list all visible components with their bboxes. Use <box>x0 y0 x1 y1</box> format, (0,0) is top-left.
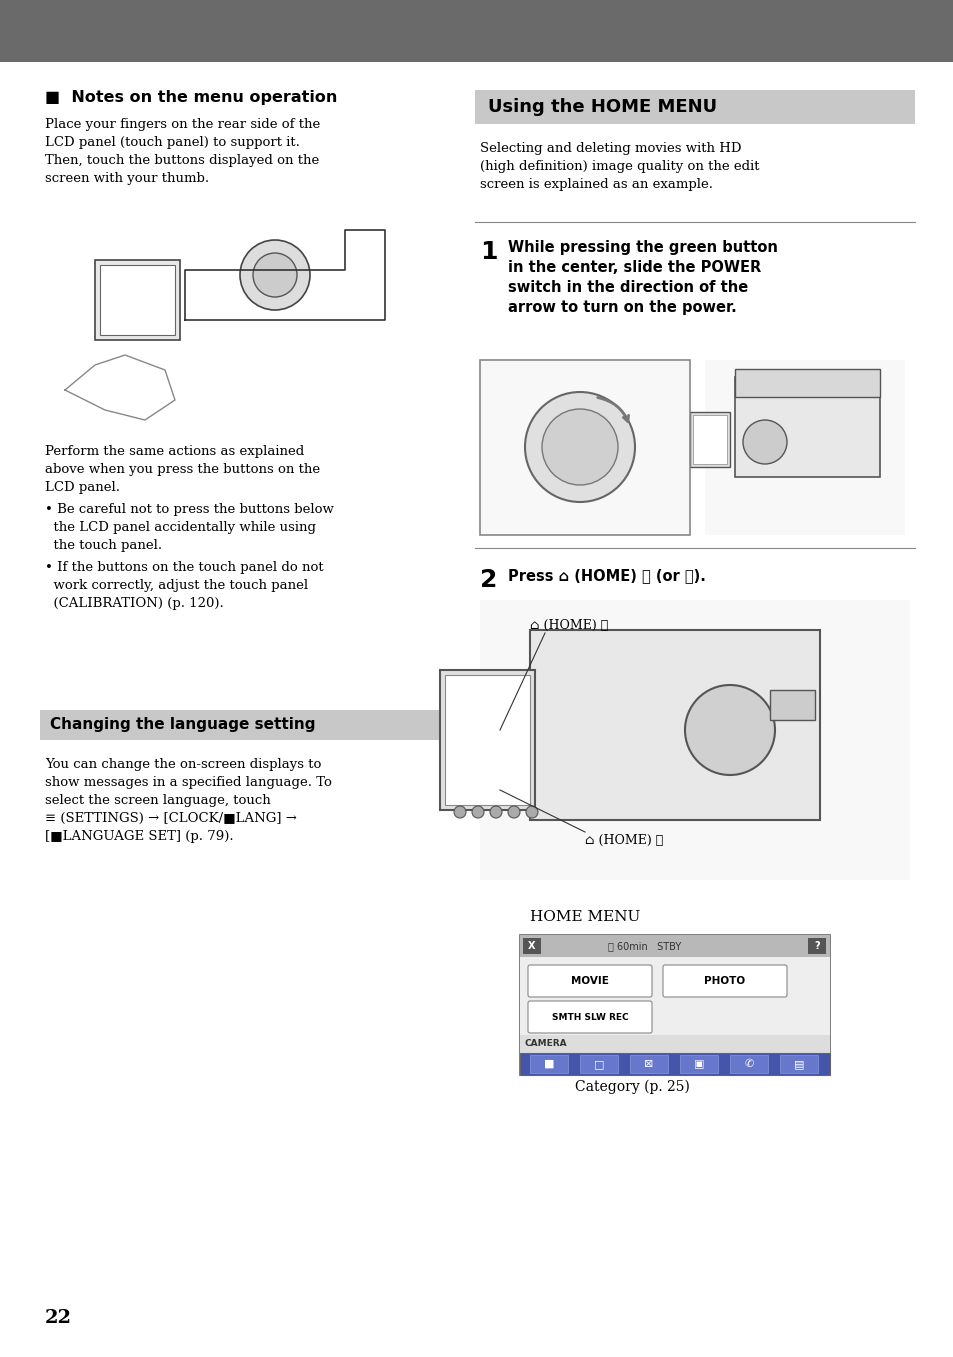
Circle shape <box>507 806 519 818</box>
Text: Selecting and deleting movies with HD: Selecting and deleting movies with HD <box>479 142 740 155</box>
Text: PHOTO: PHOTO <box>703 976 745 987</box>
Bar <box>807 938 825 954</box>
Text: Press ⌂ (HOME) Ⓐ (or Ⓑ).: Press ⌂ (HOME) Ⓐ (or Ⓑ). <box>507 569 705 584</box>
Text: select the screen language, touch: select the screen language, touch <box>45 794 271 807</box>
Text: LCD panel.: LCD panel. <box>45 480 120 494</box>
Text: ■  Notes on the menu operation: ■ Notes on the menu operation <box>45 90 337 104</box>
Text: Category (p. 25): Category (p. 25) <box>575 1080 689 1094</box>
Text: Changing the language setting: Changing the language setting <box>50 718 315 733</box>
Text: You can change the on-screen displays to: You can change the on-screen displays to <box>45 759 321 771</box>
Text: ■: ■ <box>543 1058 554 1069</box>
Text: Place your fingers on the rear side of the: Place your fingers on the rear side of t… <box>45 118 320 132</box>
Circle shape <box>524 392 635 502</box>
Text: above when you press the buttons on the: above when you press the buttons on the <box>45 463 320 476</box>
Text: (high definition) image quality on the edit: (high definition) image quality on the e… <box>479 160 759 172</box>
Text: ▤: ▤ <box>793 1058 803 1069</box>
FancyBboxPatch shape <box>527 965 651 997</box>
Circle shape <box>454 806 465 818</box>
Text: • If the buttons on the touch panel do not: • If the buttons on the touch panel do n… <box>45 560 323 574</box>
Bar <box>519 935 829 1075</box>
Bar <box>519 1053 829 1075</box>
Bar <box>679 1054 718 1073</box>
Text: •: • <box>580 451 585 460</box>
Circle shape <box>253 252 296 297</box>
Text: 1: 1 <box>479 240 497 265</box>
Text: LCD panel (touch panel) to support it.: LCD panel (touch panel) to support it. <box>45 136 299 149</box>
Text: X: X <box>528 940 536 951</box>
Bar <box>479 360 689 535</box>
Text: ≡ (SETTINGS) → [CLOCK/■LANG] →: ≡ (SETTINGS) → [CLOCK/■LANG] → <box>45 811 296 825</box>
Text: Then, touch the buttons displayed on the: Then, touch the buttons displayed on the <box>45 153 319 167</box>
Bar <box>704 360 904 535</box>
Text: arrow to turn on the power.: arrow to turn on the power. <box>507 300 736 315</box>
Text: While pressing the green button: While pressing the green button <box>507 240 777 255</box>
Text: □: □ <box>593 1058 603 1069</box>
Text: ⌛ 60min   STBY: ⌛ 60min STBY <box>608 940 680 951</box>
Bar <box>780 1054 817 1073</box>
Circle shape <box>490 806 501 818</box>
Text: MODE: MODE <box>556 432 561 452</box>
Text: the touch panel.: the touch panel. <box>45 539 162 552</box>
Bar <box>519 935 829 957</box>
Text: ⌂ (HOME) Ⓐ: ⌂ (HOME) Ⓐ <box>584 833 662 847</box>
Text: Using the HOME MENU: Using the HOME MENU <box>488 98 717 115</box>
Bar <box>479 600 909 879</box>
Bar <box>734 369 879 398</box>
Bar <box>40 710 450 740</box>
Circle shape <box>742 421 786 464</box>
Bar <box>95 261 180 341</box>
Text: show messages in a specified language. To: show messages in a specified language. T… <box>45 776 332 788</box>
Text: ⊠: ⊠ <box>643 1058 653 1069</box>
Bar <box>692 415 726 464</box>
Text: in the center, slide the POWER: in the center, slide the POWER <box>507 261 760 275</box>
Text: [■LANGUAGE SET] (p. 79).: [■LANGUAGE SET] (p. 79). <box>45 830 233 843</box>
Text: 2: 2 <box>479 569 497 592</box>
Bar <box>519 957 829 1053</box>
Text: ✆: ✆ <box>743 1058 753 1069</box>
Bar <box>60 205 419 430</box>
Circle shape <box>472 806 483 818</box>
Text: ⌂ (HOME) Ⓑ: ⌂ (HOME) Ⓑ <box>530 619 608 631</box>
Bar <box>519 1035 829 1053</box>
Bar <box>689 413 729 467</box>
Bar <box>729 1054 767 1073</box>
Text: (CHG)OFF: (CHG)OFF <box>599 426 607 457</box>
Text: ON: ON <box>574 464 585 470</box>
Circle shape <box>525 806 537 818</box>
Bar <box>530 1054 567 1073</box>
Text: HOME MENU: HOME MENU <box>530 911 639 924</box>
Text: the LCD panel accidentally while using: the LCD panel accidentally while using <box>45 521 315 535</box>
Bar <box>734 377 879 478</box>
Text: MOVIE: MOVIE <box>571 976 608 987</box>
Bar <box>629 1054 667 1073</box>
Circle shape <box>541 408 618 484</box>
Text: work correctly, adjust the touch panel: work correctly, adjust the touch panel <box>45 579 308 592</box>
Bar <box>100 265 174 335</box>
Text: SMTH SLW REC: SMTH SLW REC <box>551 1012 628 1022</box>
Bar <box>475 90 914 123</box>
Text: ▣: ▣ <box>693 1058 703 1069</box>
Bar <box>444 674 530 805</box>
Text: screen with your thumb.: screen with your thumb. <box>45 172 209 185</box>
Bar <box>0 0 953 62</box>
Text: screen is explained as an example.: screen is explained as an example. <box>479 178 712 191</box>
Text: (CALIBRATION) (p. 120).: (CALIBRATION) (p. 120). <box>45 597 224 611</box>
Circle shape <box>684 685 774 775</box>
Text: CAMERA: CAMERA <box>524 1039 567 1049</box>
Text: 22: 22 <box>45 1310 71 1327</box>
Bar <box>769 689 814 721</box>
Text: Perform the same actions as explained: Perform the same actions as explained <box>45 445 304 459</box>
FancyBboxPatch shape <box>527 1001 651 1033</box>
Text: • Be careful not to press the buttons below: • Be careful not to press the buttons be… <box>45 503 334 516</box>
Circle shape <box>240 240 310 309</box>
Bar <box>530 630 820 820</box>
FancyBboxPatch shape <box>662 965 786 997</box>
Text: ?: ? <box>813 940 819 951</box>
Bar <box>439 670 535 810</box>
Text: switch in the direction of the: switch in the direction of the <box>507 280 747 294</box>
Bar <box>579 1054 618 1073</box>
Bar <box>522 938 540 954</box>
